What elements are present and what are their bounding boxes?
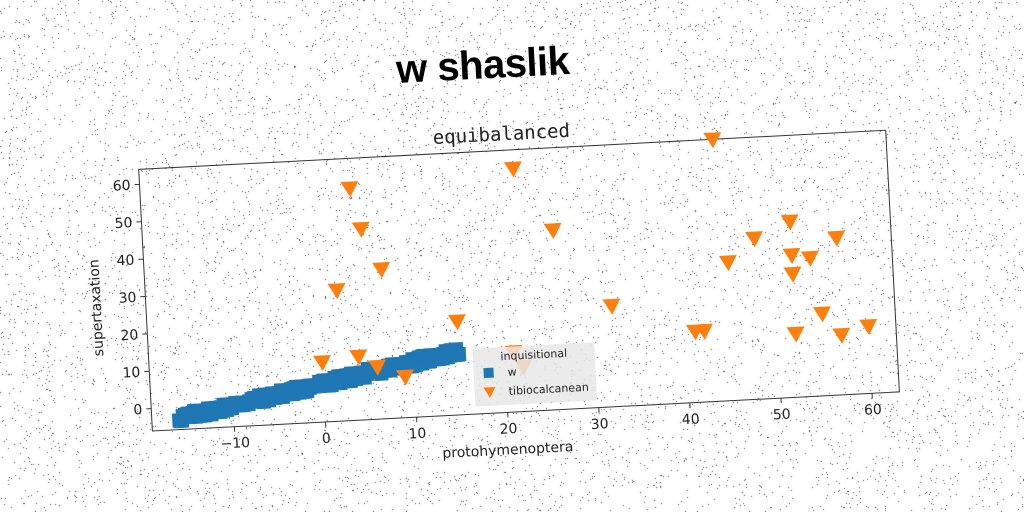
point-tibiocalcanean: [447, 314, 466, 331]
point-tibiocalcanean: [695, 323, 714, 340]
point-tibiocalcanean: [718, 254, 737, 272]
point-tibiocalcanean: [340, 181, 359, 198]
x-axis: −10 0 10 20 30 40 50 60: [220, 393, 883, 453]
point-tibiocalcanean: [744, 231, 763, 248]
x-tick-label: 30: [590, 416, 609, 433]
x-tick-label: 60: [864, 402, 883, 419]
point-tibiocalcanean: [368, 359, 387, 376]
y-tick-label: 50: [114, 215, 133, 232]
legend-label-w: w: [507, 365, 517, 378]
chart-title: equibalanced: [432, 120, 570, 149]
point-w: [451, 346, 467, 362]
point-tibiocalcanean: [782, 247, 801, 265]
axes-frame: [138, 129, 900, 432]
y-tick-label: 20: [120, 327, 139, 344]
legend-label-tibiocalcanean: tibiocalcanean: [508, 381, 589, 398]
x-tick-label: −10: [220, 435, 250, 453]
point-tibiocalcanean: [812, 306, 831, 323]
x-tick-label: 0: [322, 431, 332, 447]
point-tibiocalcanean: [602, 298, 621, 315]
y-tick-label: 30: [118, 290, 137, 307]
y-tick-label: 40: [116, 253, 135, 270]
point-tibiocalcanean: [372, 261, 391, 279]
y-tick-label: 0: [133, 402, 143, 418]
point-tibiocalcanean: [780, 214, 799, 231]
y-tick-label: 60: [112, 178, 131, 195]
x-tick-label: 50: [773, 407, 792, 424]
point-tibiocalcanean: [859, 318, 878, 336]
legend-title: inquisitional: [500, 347, 567, 363]
point-tibiocalcanean: [351, 221, 370, 238]
y-axis-label: supertaxation: [86, 259, 107, 357]
plot-group: equibalanced −10 0 10 20 30 40 50 60 0 10 20 30 40 5…: [86, 120, 900, 462]
series-w: [171, 342, 467, 429]
point-tibiocalcanean: [703, 132, 722, 149]
point-tibiocalcanean: [313, 354, 331, 372]
y-tick-label: 10: [122, 365, 141, 382]
y-axis: 0 10 20 30 40 50 60: [112, 178, 152, 419]
point-tibiocalcanean: [503, 161, 522, 178]
series-tibiocalcanean: [313, 132, 878, 386]
point-tibiocalcanean: [786, 326, 805, 343]
point-tibiocalcanean: [827, 230, 846, 247]
legend-marker-tibiocalcanean: [483, 387, 496, 398]
point-tibiocalcanean: [327, 282, 346, 300]
legend: inquisitional w tibiocalcanean: [472, 342, 598, 407]
legend-marker-w: [483, 367, 494, 379]
x-axis-label: protohymenoptera: [442, 439, 574, 462]
legend-box: [472, 342, 598, 407]
point-tibiocalcanean: [395, 369, 414, 386]
x-tick-label: 40: [681, 411, 700, 428]
point-tibiocalcanean: [832, 327, 851, 344]
x-tick-label: 10: [408, 426, 427, 443]
point-tibiocalcanean: [800, 250, 819, 267]
point-tibiocalcanean: [543, 222, 562, 240]
point-tibiocalcanean: [783, 266, 802, 283]
x-tick-label: 20: [499, 421, 518, 438]
point-tibiocalcanean: [349, 349, 368, 366]
